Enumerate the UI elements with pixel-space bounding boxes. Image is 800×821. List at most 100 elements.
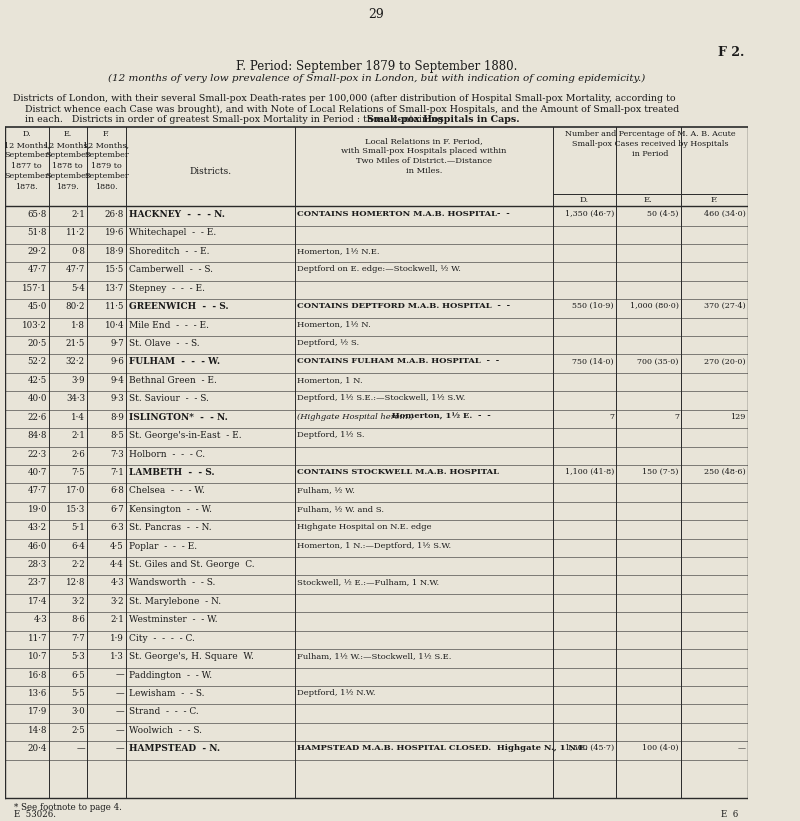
Text: 22·6: 22·6 (28, 413, 47, 422)
Text: —: — (115, 726, 124, 735)
Text: —: — (115, 671, 124, 680)
Text: 2·5: 2·5 (71, 726, 85, 735)
Text: 1·8: 1·8 (71, 320, 85, 329)
Text: 1,000 (80·0): 1,000 (80·0) (630, 302, 679, 310)
Text: St. Marylebone  - N.: St. Marylebone - N. (129, 597, 221, 606)
Text: September: September (84, 172, 129, 181)
Text: (Highgate Hospital herein.): (Highgate Hospital herein.) (298, 413, 414, 420)
Text: 7: 7 (609, 413, 614, 420)
Text: September: September (45, 151, 90, 159)
Text: 1,350 (46·7): 1,350 (46·7) (565, 210, 614, 218)
Text: St. George's, H. Square  W.: St. George's, H. Square W. (129, 652, 254, 661)
Text: Westminster  -  - W.: Westminster - - W. (129, 615, 218, 624)
Text: 12 Months,: 12 Months, (44, 141, 90, 149)
Text: 11·5: 11·5 (105, 302, 124, 311)
Text: 28·3: 28·3 (28, 560, 47, 569)
Text: Fulham, ½ W. and S.: Fulham, ½ W. and S. (298, 505, 385, 513)
Text: HAMPSTEAD  - N.: HAMPSTEAD - N. (129, 744, 220, 753)
Text: Wandsworth  -  - S.: Wandsworth - - S. (129, 579, 215, 588)
Text: Stepney  -  -  - E.: Stepney - - - E. (129, 284, 205, 293)
Text: 5·5: 5·5 (71, 689, 85, 698)
Text: 1·3: 1·3 (110, 652, 124, 661)
Text: E  53026.: E 53026. (14, 810, 57, 819)
Text: 1·9: 1·9 (110, 634, 124, 643)
Text: 550 (10·9): 550 (10·9) (572, 302, 614, 310)
Text: Deptford, ½ S.: Deptford, ½ S. (298, 339, 360, 347)
Text: Highgate Hospital on N.E. edge: Highgate Hospital on N.E. edge (298, 523, 432, 531)
Text: in Period: in Period (632, 150, 668, 158)
Text: 10·7: 10·7 (27, 652, 47, 661)
Text: 5·1: 5·1 (71, 523, 85, 532)
Text: CONTAINS FULHAM M.A.B. HOSPITAL  -  -: CONTAINS FULHAM M.A.B. HOSPITAL - - (298, 357, 500, 365)
Text: 11·2: 11·2 (66, 228, 85, 237)
Text: St. Saviour  -  - S.: St. Saviour - - S. (129, 394, 209, 403)
Text: 129: 129 (730, 413, 746, 420)
Text: D.: D. (580, 196, 589, 204)
Text: Poplar  -  -  - E.: Poplar - - - E. (129, 542, 197, 551)
Text: 29: 29 (369, 8, 384, 21)
Text: 1879.: 1879. (56, 183, 78, 190)
Text: 21·5: 21·5 (66, 339, 85, 348)
Text: 8·5: 8·5 (110, 431, 124, 440)
Text: 26·8: 26·8 (105, 210, 124, 219)
Text: F.: F. (103, 131, 110, 139)
Text: 20·5: 20·5 (27, 339, 47, 348)
Text: 2·6: 2·6 (71, 450, 85, 458)
Text: September: September (4, 151, 49, 159)
Text: 45·0: 45·0 (27, 302, 47, 311)
Text: 19·6: 19·6 (105, 228, 124, 237)
Text: Strand  -  -  - C.: Strand - - - C. (129, 708, 198, 717)
Text: 7·1: 7·1 (110, 468, 124, 477)
Text: District whence each Case was brought), and with Note of Local Relations of Smal: District whence each Case was brought), … (13, 104, 679, 113)
Text: 17·9: 17·9 (27, 708, 47, 717)
Text: —: — (738, 744, 746, 752)
Text: 15·3: 15·3 (66, 505, 85, 514)
Text: CONTAINS DEPTFORD M.A.B. HOSPITAL  -  -: CONTAINS DEPTFORD M.A.B. HOSPITAL - - (298, 302, 510, 310)
Text: 270 (20·0): 270 (20·0) (704, 357, 746, 365)
Text: 40·7: 40·7 (27, 468, 47, 477)
Text: 157·1: 157·1 (22, 284, 47, 293)
Text: 1878 to: 1878 to (52, 162, 82, 170)
Text: 250 (48·6): 250 (48·6) (704, 468, 746, 476)
Text: 2·2: 2·2 (71, 560, 85, 569)
Text: 9·4: 9·4 (110, 376, 124, 385)
Text: 1878.: 1878. (15, 183, 38, 190)
Text: 18·9: 18·9 (105, 247, 124, 256)
Text: 16·8: 16·8 (27, 671, 47, 680)
Text: 12 Months,: 12 Months, (83, 141, 130, 149)
Text: Homerton, 1 N.:—Deptford, 1½ S.W.: Homerton, 1 N.:—Deptford, 1½ S.W. (298, 542, 452, 549)
Text: 20·4: 20·4 (27, 744, 47, 753)
Text: St. Olave  -  - S.: St. Olave - - S. (129, 339, 199, 348)
Text: Number and Percentage of M. A. B. Acute: Number and Percentage of M. A. B. Acute (565, 131, 735, 139)
Text: September: September (84, 151, 129, 159)
Text: Chelsea  -  -  - W.: Chelsea - - - W. (129, 486, 205, 495)
Text: HACKNEY  -  -  - N.: HACKNEY - - - N. (129, 210, 225, 219)
Text: 3·9: 3·9 (71, 376, 85, 385)
Text: 7·7: 7·7 (71, 634, 85, 643)
Text: (12 months of very low prevalence of Small-pox in London, but with indication of: (12 months of very low prevalence of Sma… (108, 74, 645, 83)
Text: E  6: E 6 (721, 810, 738, 819)
Text: 47·7: 47·7 (28, 265, 47, 274)
Text: 150 (7·5): 150 (7·5) (642, 468, 679, 476)
Text: 29·2: 29·2 (28, 247, 47, 256)
Text: Lewisham  -  - S.: Lewisham - - S. (129, 689, 204, 698)
Text: Homerton, 1½ N.E.: Homerton, 1½ N.E. (298, 247, 380, 255)
Text: 6·4: 6·4 (71, 542, 85, 551)
Text: —: — (115, 744, 124, 753)
Text: 47·7: 47·7 (28, 486, 47, 495)
Text: City  -  -  -  - C.: City - - - - C. (129, 634, 194, 643)
Text: Shoreditch  -  - E.: Shoreditch - - E. (129, 247, 209, 256)
Text: 1877 to: 1877 to (11, 162, 42, 170)
Text: 17·0: 17·0 (66, 486, 85, 495)
Text: 6·8: 6·8 (110, 486, 124, 495)
Text: St. George's-in-East  - E.: St. George's-in-East - E. (129, 431, 242, 440)
Text: 9·6: 9·6 (110, 357, 124, 366)
Text: September: September (4, 172, 49, 181)
Text: Deptford, 1½ N.W.: Deptford, 1½ N.W. (298, 689, 376, 697)
Text: 9·7: 9·7 (110, 339, 124, 348)
Text: Bethnal Green  - E.: Bethnal Green - E. (129, 376, 217, 385)
Text: 4·3: 4·3 (34, 615, 47, 624)
Text: 3·2: 3·2 (71, 597, 85, 606)
Text: 8·6: 8·6 (71, 615, 85, 624)
Text: 23·7: 23·7 (28, 579, 47, 588)
